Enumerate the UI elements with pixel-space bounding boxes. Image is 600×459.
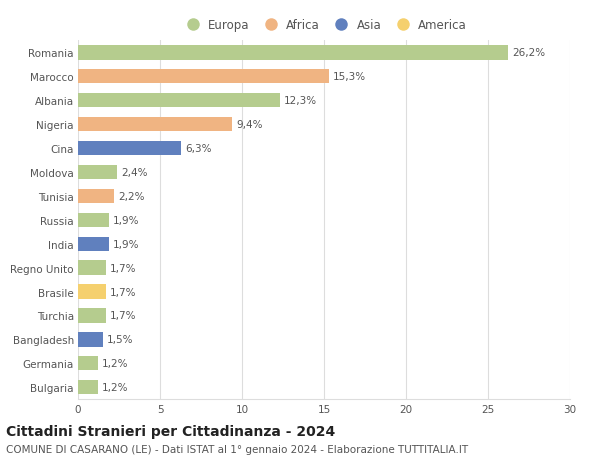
- Bar: [78, 356, 98, 371]
- Text: 2,2%: 2,2%: [118, 191, 145, 202]
- Bar: [78, 118, 232, 132]
- Text: 1,2%: 1,2%: [102, 382, 128, 392]
- Text: 9,4%: 9,4%: [236, 120, 263, 130]
- Text: 1,5%: 1,5%: [107, 335, 133, 345]
- Text: 26,2%: 26,2%: [512, 48, 545, 58]
- Text: 12,3%: 12,3%: [284, 96, 317, 106]
- Text: Cittadini Stranieri per Cittadinanza - 2024: Cittadini Stranieri per Cittadinanza - 2…: [6, 425, 335, 438]
- Bar: [78, 94, 280, 108]
- Text: 1,9%: 1,9%: [113, 215, 140, 225]
- Bar: [78, 165, 118, 180]
- Text: 1,2%: 1,2%: [102, 358, 128, 369]
- Text: 1,7%: 1,7%: [110, 311, 136, 321]
- Bar: [78, 261, 106, 275]
- Bar: [78, 189, 114, 204]
- Text: 2,4%: 2,4%: [121, 168, 148, 178]
- Text: 1,7%: 1,7%: [110, 263, 136, 273]
- Bar: [78, 308, 106, 323]
- Text: 6,3%: 6,3%: [185, 144, 212, 154]
- Bar: [78, 332, 103, 347]
- Bar: [78, 213, 109, 228]
- Bar: [78, 46, 508, 61]
- Bar: [78, 285, 106, 299]
- Text: 1,7%: 1,7%: [110, 287, 136, 297]
- Bar: [78, 237, 109, 252]
- Text: 1,9%: 1,9%: [113, 239, 140, 249]
- Bar: [78, 141, 181, 156]
- Bar: [78, 380, 98, 395]
- Legend: Europa, Africa, Asia, America: Europa, Africa, Asia, America: [181, 19, 467, 32]
- Text: 15,3%: 15,3%: [333, 72, 366, 82]
- Text: COMUNE DI CASARANO (LE) - Dati ISTAT al 1° gennaio 2024 - Elaborazione TUTTITALI: COMUNE DI CASARANO (LE) - Dati ISTAT al …: [6, 444, 468, 454]
- Bar: [78, 70, 329, 84]
